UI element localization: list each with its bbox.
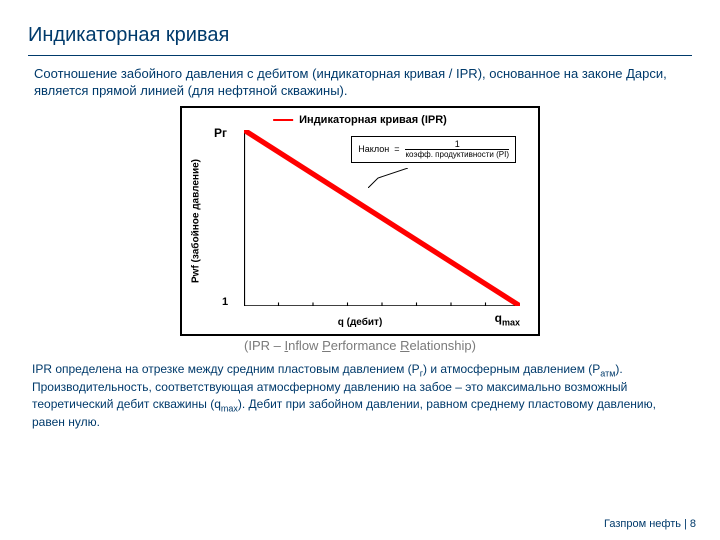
legend-swatch	[273, 119, 293, 121]
footer-page: 8	[690, 518, 696, 530]
x-axis-label: q (дебит)	[338, 317, 383, 328]
y-top-label: Pг	[214, 126, 227, 140]
ipr-chart: Индикаторная кривая (IPR) Pг 1 Pwf (забо…	[180, 106, 540, 336]
body-paragraph: IPR определена на отрезке между средним …	[28, 361, 692, 430]
chart-legend: Индикаторная кривая (IPR)	[273, 114, 447, 126]
footer-company: Газпром нефть	[604, 518, 681, 530]
slope-callout: Наклон = 1 коэфф. продуктивности (PI)	[351, 136, 516, 163]
page-title: Индикаторная кривая	[28, 24, 692, 47]
y-axis-label: Pwf (забойное давление)	[191, 159, 202, 283]
y-bottom-label: 1	[222, 296, 228, 308]
slide-footer: Газпром нефть | 8	[604, 518, 696, 530]
footer-separator: |	[684, 518, 687, 530]
x-max-label: qmax	[495, 311, 520, 327]
intro-paragraph: Соотношение забойного давления с дебитом…	[28, 66, 692, 100]
legend-label: Индикаторная кривая (IPR)	[299, 114, 447, 126]
ipr-caption: (IPR – Inflow Performance Relationship)	[28, 338, 692, 353]
title-divider	[28, 55, 692, 56]
